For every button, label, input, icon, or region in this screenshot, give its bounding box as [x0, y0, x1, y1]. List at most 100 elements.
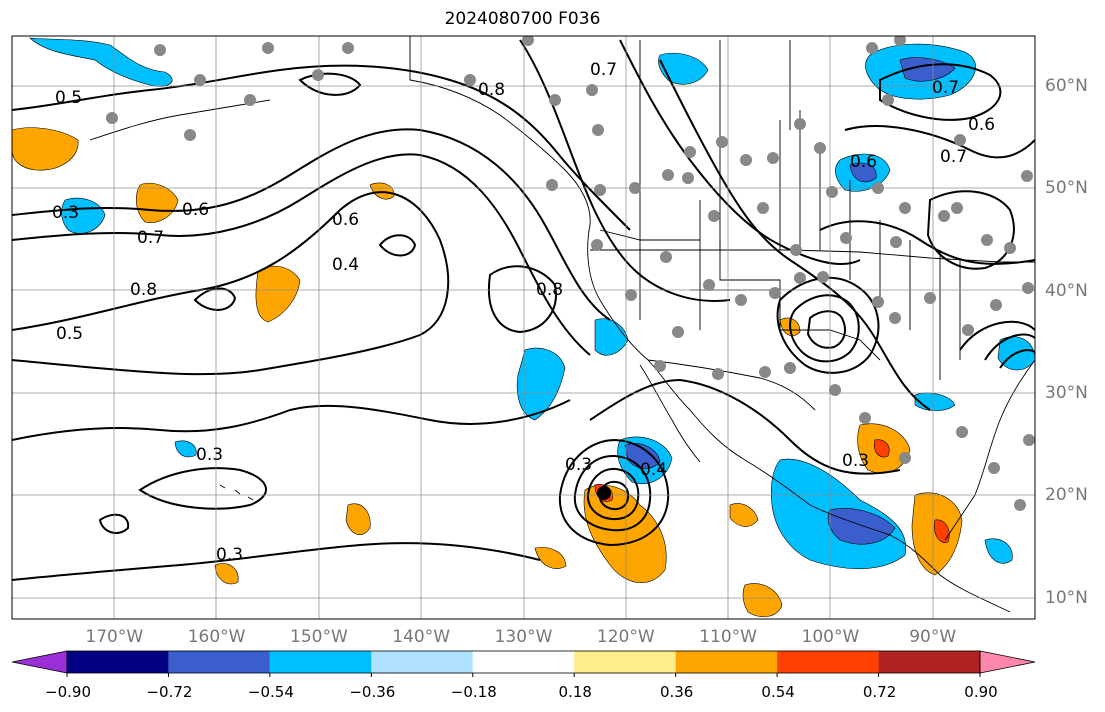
station-dot [951, 202, 963, 214]
latitude-label: 60°N [1045, 76, 1088, 97]
colorbar-segment [67, 651, 169, 673]
station-dot [890, 236, 902, 248]
station-dot [956, 426, 968, 438]
state-border [779, 110, 851, 280]
anomaly-blob [136, 182, 179, 223]
anomaly-blob [174, 440, 197, 458]
latitude-label: 20°N [1045, 485, 1088, 506]
longitude-label: 110°W [699, 627, 757, 647]
station-dot [1014, 499, 1026, 511]
coastline [409, 36, 1011, 613]
colorbar-tick-label: 0.18 [558, 683, 592, 701]
contour-line [378, 234, 417, 257]
anomaly-blob [12, 127, 79, 171]
anomaly-blob [658, 52, 709, 85]
colorbar-tick-label: −0.54 [247, 683, 294, 701]
colorbar-tick-label: −0.36 [349, 683, 396, 701]
station-dot [899, 452, 911, 464]
station-dot [262, 42, 274, 54]
station-dot [759, 366, 771, 378]
station-dot [769, 287, 781, 299]
latitude-label: 30°N [1045, 382, 1088, 403]
station-dot [872, 182, 884, 194]
contour-line [558, 438, 670, 547]
contour-line [573, 454, 652, 532]
contour-label: 0.3 [842, 451, 869, 471]
station-dot [592, 124, 604, 136]
station-dot [962, 324, 974, 336]
contour-label: 0.7 [590, 60, 617, 80]
contour-label: 0.6 [968, 115, 995, 135]
station-dot [889, 312, 901, 324]
contour-label: 0.5 [55, 88, 82, 108]
station-dot [872, 296, 884, 308]
station-dot [794, 118, 806, 130]
anomaly-blob [29, 37, 173, 87]
contour-label: 0.5 [56, 324, 83, 344]
station-dot [662, 169, 674, 181]
colorbar-segment [168, 651, 270, 673]
station-dot [1023, 434, 1035, 446]
anomaly-blob [534, 547, 567, 569]
colorbar-tick-label: −0.90 [45, 683, 91, 701]
longitude-label: 90°W [909, 627, 957, 647]
contour-label: 0.6 [850, 152, 877, 172]
contour-label: 0.3 [216, 545, 243, 565]
colorbar-segment [777, 651, 879, 673]
station-dot [194, 74, 206, 86]
colorbar-frame [66, 650, 981, 674]
anomaly-blob [255, 265, 301, 323]
contour-line [98, 513, 130, 535]
contour-label: 0.8 [478, 80, 505, 100]
colorbar-tick-label: 0.72 [862, 683, 897, 701]
station-dot [549, 94, 561, 106]
colorbar-segment [371, 651, 473, 673]
station-dot [586, 84, 598, 96]
anomaly-blob [849, 162, 877, 183]
station-dot [1004, 242, 1016, 254]
station-dot [924, 292, 936, 304]
contour-line [879, 63, 1002, 121]
anomaly-blob [742, 583, 783, 618]
colorbar [11, 650, 1036, 677]
station-dot [866, 42, 878, 54]
longitude-label: 170°W [85, 627, 144, 647]
station-dot [790, 244, 802, 256]
anomaly-blob [934, 519, 950, 543]
longitude-label: 130°W [494, 627, 553, 647]
contour-line [12, 542, 541, 581]
station-dot [684, 146, 696, 158]
longitude-label: 120°W [596, 627, 655, 647]
contour-line [193, 287, 237, 311]
station-dot [899, 202, 911, 214]
contour-label: 0.3 [565, 455, 592, 475]
station-dots [106, 36, 1035, 511]
latitude-label: 10°N [1045, 587, 1088, 608]
station-dot [794, 272, 806, 284]
coastline [89, 99, 271, 141]
map-frame [11, 35, 1036, 620]
station-dot [882, 94, 894, 106]
station-dot [464, 74, 476, 86]
station-dot [672, 326, 684, 338]
contour-line [12, 64, 631, 231]
station-dot [988, 462, 1000, 474]
station-dot [184, 129, 196, 141]
contour-line [844, 125, 1035, 159]
longitude-label: 150°W [290, 627, 348, 647]
station-dot [591, 239, 603, 251]
station-dot [757, 202, 769, 214]
contour-label: 0.7 [940, 147, 967, 167]
colorbar-tick-label: 0.54 [761, 683, 795, 701]
contour-line [659, 59, 931, 411]
contour-label: 0.4 [640, 460, 667, 480]
contour-line [819, 220, 1035, 265]
anomaly-blob [369, 182, 395, 200]
station-dot [342, 42, 354, 54]
station-dot [629, 182, 641, 194]
colorbar-extend-high [979, 650, 1036, 674]
station-dot [840, 232, 852, 244]
station-dot [938, 210, 950, 222]
anomaly-blob [214, 563, 239, 585]
contour-label: 0.7 [137, 228, 164, 248]
